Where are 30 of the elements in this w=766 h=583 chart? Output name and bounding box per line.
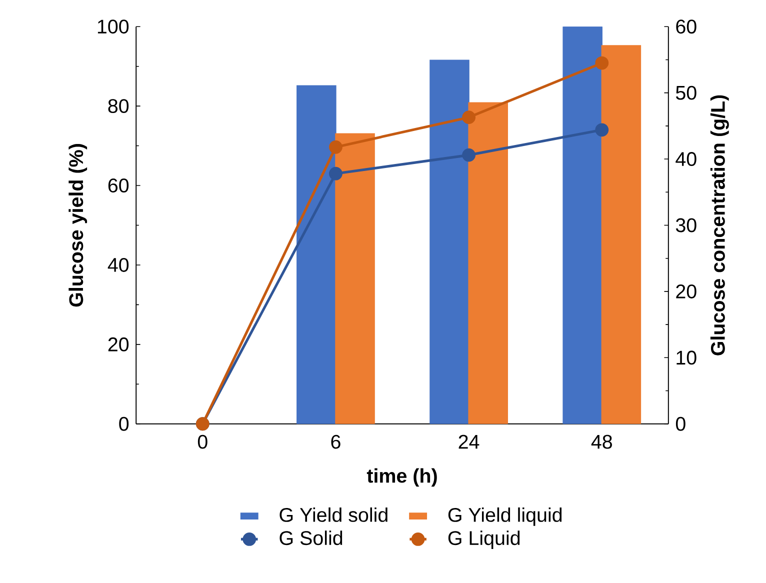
y2-tick-label: 50 (676, 86, 696, 100)
x-tick-label: 0 (198, 435, 208, 449)
x-tick-label: 48 (591, 435, 612, 449)
y-tick-label: 20 (108, 338, 129, 352)
y-axis-title: Glucose yield (%) (68, 144, 88, 307)
y-tick-label: 40 (108, 258, 129, 272)
point (595, 123, 609, 137)
y-tick-label: 60 (108, 178, 129, 193)
y2-tick-label: 10 (676, 350, 696, 365)
y-tick-label: 100 (98, 20, 129, 34)
y-tick-label: 0 (119, 417, 129, 432)
x-axis-title: time (h) (366, 468, 437, 487)
y2-tick-label: 40 (676, 152, 696, 166)
point (329, 167, 342, 181)
point (329, 140, 342, 154)
legend-label: G Liquid (448, 530, 520, 550)
x-tick-label: 24 (458, 435, 480, 449)
legend-label: G Solid (280, 530, 342, 546)
y2-tick-label: 30 (676, 218, 696, 232)
legend-label: G Yield liquid (448, 508, 562, 526)
y2-axis-title: Glucose concentration (g/L) (710, 96, 729, 356)
y2-tick-label: 0 (676, 417, 686, 432)
y2-tick-label: 60 (676, 20, 696, 34)
point (595, 56, 609, 70)
y-tick-label: 80 (108, 99, 129, 114)
y2-tick-label: 20 (676, 284, 696, 299)
legend-label: G Yield solid (280, 508, 388, 522)
x-tick-label: 6 (331, 435, 340, 449)
point (462, 110, 476, 124)
point (462, 148, 476, 162)
